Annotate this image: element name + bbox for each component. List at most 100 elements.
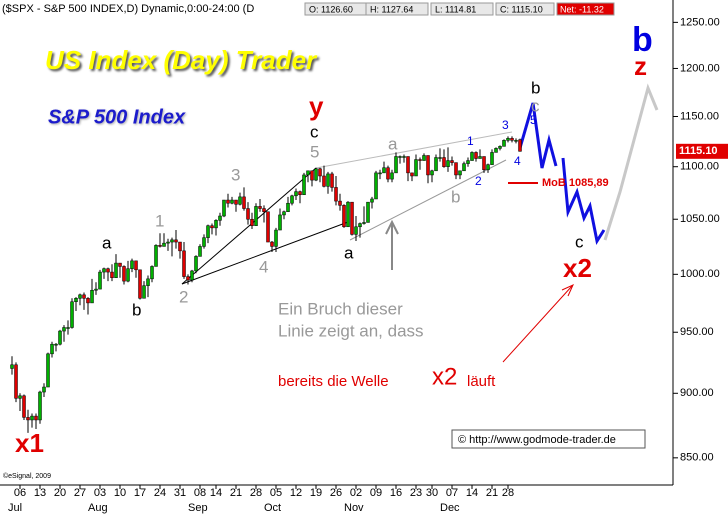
y-tick-label: 1050.00 (680, 213, 720, 225)
y-tick-label: 1150.00 (680, 110, 719, 122)
candle-body (350, 201, 354, 235)
ohlc-cell (495, 2, 555, 16)
candle-body (114, 262, 118, 278)
copyright: ©eSignal, 2009 (3, 472, 51, 480)
symbol: ($SPX - S&P 500 INDEX,D) Dynamic,0:00-24… (2, 3, 254, 15)
candle-body (502, 140, 506, 147)
candle-body (30, 415, 34, 421)
wave-label: 2 (475, 174, 482, 188)
candle-body (294, 191, 298, 197)
wave-label: 1 (467, 134, 474, 148)
x-tick-label: 14 (466, 487, 478, 499)
month-label: Aug (88, 502, 108, 514)
candle-body (134, 260, 138, 271)
candle-body (138, 269, 142, 299)
candle-body (230, 199, 234, 204)
wave-label: b (632, 21, 653, 59)
source-box (451, 429, 646, 449)
candle-body (122, 266, 126, 282)
candle-body (58, 330, 62, 345)
candle-body (314, 168, 318, 181)
wave-label: c (575, 232, 584, 251)
candle-body (74, 298, 78, 303)
wave-label: z (634, 51, 647, 81)
candle-body (286, 202, 290, 212)
candle-body (126, 268, 130, 282)
candle-body (130, 260, 134, 269)
candle-body (310, 170, 314, 181)
candle-body (346, 201, 350, 228)
x-tick-label: 27 (74, 487, 86, 499)
candle-body (466, 160, 470, 164)
candle-body (470, 152, 474, 161)
note: läuft (467, 373, 496, 390)
candle-body (22, 395, 26, 418)
candle-body (246, 208, 250, 220)
net: Net: -11.32 (560, 4, 604, 14)
candle-body (402, 156, 406, 158)
wave-label: b (132, 300, 141, 319)
candle-body (106, 268, 110, 273)
month-label: Jul (8, 502, 22, 514)
candle-body (410, 172, 414, 177)
x-tick-label: 17 (134, 487, 146, 499)
wave-label: 4 (514, 154, 521, 168)
note: Linie zeigt an, dass (278, 321, 424, 340)
x-tick-label: 07 (446, 487, 458, 499)
candle-body (262, 208, 266, 212)
candle-body (162, 242, 166, 247)
candle-body (394, 156, 398, 174)
x-tick-label: 06 (14, 487, 26, 499)
candle-body (498, 146, 502, 149)
candle-body (174, 239, 178, 243)
annotations: x1 a b 1 2 3 4 5 c y a a b 1 2 3 4 5 b c… (15, 21, 653, 458)
x-tick-label: 28 (502, 487, 514, 499)
wave-label: 3 (231, 165, 240, 184)
candle-body (178, 241, 182, 252)
candle-body (482, 156, 486, 171)
y-tick-label: 1100.00 (680, 161, 719, 173)
candle-body (186, 276, 190, 281)
candle-body (18, 395, 22, 399)
wave-label: b (531, 78, 540, 97)
wave-label: 1 (155, 211, 164, 230)
wave-label: 4 (259, 257, 268, 276)
candle-body (274, 229, 278, 247)
candle-body (218, 215, 222, 221)
wave-label: a (102, 233, 112, 252)
candle-body (242, 196, 246, 209)
candle-body (354, 226, 358, 235)
candle-body (182, 250, 186, 277)
candle-body (490, 152, 494, 165)
x-tick-label: 13 (34, 487, 46, 499)
wave-label: c (531, 96, 540, 115)
candle-body (358, 223, 362, 228)
candle-body (434, 157, 438, 172)
candle-body (202, 237, 206, 247)
month-label: Dec (440, 502, 460, 514)
candle-body (146, 278, 150, 286)
candle-body (254, 206, 258, 226)
candle-body (510, 138, 514, 141)
candle-body (42, 386, 46, 393)
note: x2 (432, 363, 457, 390)
wave-label: 3 (502, 118, 509, 132)
candle-body (494, 148, 498, 153)
candle-body (426, 155, 430, 176)
x-tick-label: 30 (426, 487, 438, 499)
last-price: 1115.10 (676, 143, 728, 159)
candle-body (54, 343, 58, 346)
candle-body (454, 162, 458, 176)
candle-body (334, 187, 338, 202)
x-tick-label: 21 (230, 487, 242, 499)
y-tick-label: 900.00 (680, 387, 714, 399)
candle-body (38, 391, 42, 421)
candle-body (158, 245, 162, 247)
wave-label: 5 (310, 142, 319, 161)
x-tick-label: 12 (290, 487, 302, 499)
x-tick-label: 02 (350, 487, 362, 499)
candle-body (90, 289, 94, 304)
source: © http://www.godmode-trader.de (458, 434, 616, 446)
candle-body (330, 173, 334, 188)
